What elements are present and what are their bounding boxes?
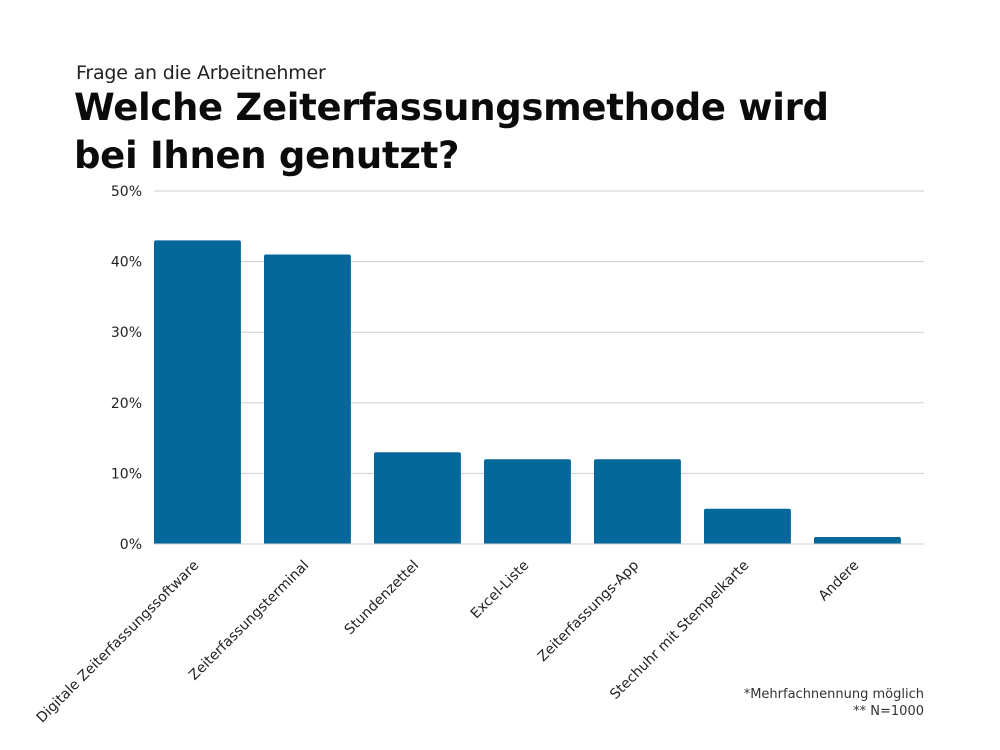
y-tick-label: 40%: [111, 255, 142, 271]
footnote-multiple-answers: *Mehrfachnennung möglich: [743, 687, 924, 702]
bar: [484, 459, 571, 544]
x-tick-label: Stundenzettel: [342, 558, 423, 639]
chart-title: Welche Zeiterfassungsmethode wird bei Ih…: [74, 86, 829, 177]
bar: [264, 254, 351, 545]
y-tick-label: 10%: [111, 466, 142, 482]
x-tick-label: Excel-Liste: [468, 558, 533, 623]
x-tick-label: Zeiterfassungs-App: [535, 557, 643, 665]
bar: [374, 452, 461, 544]
bar: [154, 240, 241, 545]
footnotes: *Mehrfachnennung möglich ** N=1000: [744, 686, 924, 720]
y-tick-label: 50%: [111, 184, 142, 200]
y-tick-label: 0%: [120, 537, 142, 553]
bar: [704, 508, 791, 544]
bar: [814, 536, 901, 544]
chart-subtitle: Frage an die Arbeitnehmer: [76, 62, 326, 84]
bar: [594, 459, 681, 544]
y-tick-label: 20%: [111, 396, 142, 412]
footnote-sample-size: ** N=1000: [853, 704, 924, 719]
y-tick-label: 30%: [111, 325, 142, 341]
x-tick-label: Zeiterfassungsterminal: [186, 558, 312, 684]
x-tick-label: Digitale Zeiterfassungssoftware: [34, 558, 203, 727]
x-tick-label: Andere: [816, 558, 863, 605]
